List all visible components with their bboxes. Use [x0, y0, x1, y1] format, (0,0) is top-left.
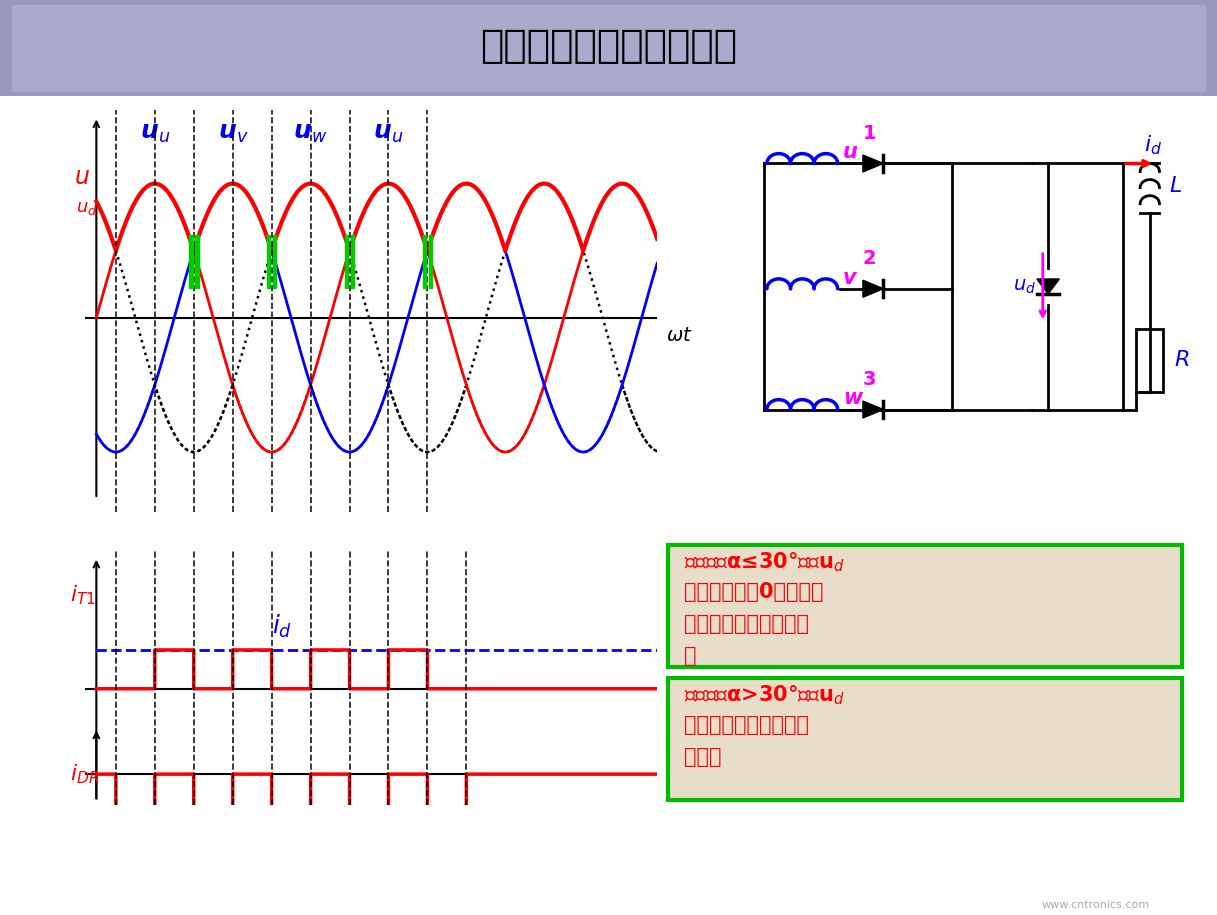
Text: u$_u$: u$_u$ [374, 121, 404, 145]
Text: $u_d$: $u_d$ [75, 199, 97, 217]
Text: $\omega t$: $\omega t$ [667, 689, 692, 708]
Text: w: w [843, 388, 862, 408]
Bar [267, 234, 270, 288]
Bar [344, 234, 348, 288]
Bar [422, 234, 426, 288]
Text: $i_{DR}$: $i_{DR}$ [71, 762, 100, 786]
Text: 流作用: 流作用 [684, 747, 722, 767]
Text: u$_u$: u$_u$ [140, 121, 170, 145]
Text: 断续，续流二极管起续: 断续，续流二极管起续 [684, 715, 809, 735]
Text: $u$: $u$ [74, 165, 90, 188]
Text: $\omega t$: $\omega t$ [667, 326, 692, 345]
Text: $u_d$: $u_d$ [1014, 277, 1037, 296]
Text: $R$: $R$ [1174, 350, 1189, 371]
Text: www.cntronics.com: www.cntronics.com [1042, 899, 1149, 910]
Text: 电感性负载加续流二极管: 电感性负载加续流二极管 [479, 27, 738, 65]
Text: 连续且均大于0，续流二: 连续且均大于0，续流二 [684, 582, 824, 602]
Text: 电阻负载α≤30°时，u$_d$: 电阻负载α≤30°时，u$_d$ [684, 551, 845, 574]
Text: v: v [843, 267, 857, 287]
Text: $i_d$: $i_d$ [1144, 134, 1162, 157]
Text: $L$: $L$ [1168, 176, 1182, 196]
FancyBboxPatch shape [668, 545, 1182, 667]
Text: u$_v$: u$_v$ [218, 121, 248, 145]
Text: 3: 3 [863, 370, 876, 389]
Text: $i_d$: $i_d$ [271, 613, 292, 640]
Text: 极管承受反压而不起作: 极管承受反压而不起作 [684, 614, 809, 634]
Text: 1: 1 [863, 124, 876, 143]
Text: 用: 用 [684, 646, 696, 666]
Bar [1137, 329, 1163, 392]
Bar [428, 234, 432, 288]
Polygon shape [863, 401, 884, 418]
Text: 2: 2 [863, 249, 876, 268]
Text: 电阻负载α>30°时，u$_d$: 电阻负载α>30°时，u$_d$ [684, 684, 845, 706]
FancyBboxPatch shape [668, 678, 1182, 800]
Bar [189, 234, 192, 288]
Bar [195, 234, 198, 288]
Text: u: u [843, 143, 858, 162]
Bar [350, 234, 354, 288]
Polygon shape [1037, 279, 1059, 294]
Polygon shape [863, 280, 884, 297]
Text: $i_{T1}$: $i_{T1}$ [71, 584, 96, 608]
Bar [273, 234, 276, 288]
Text: u$_w$: u$_w$ [293, 121, 327, 145]
Polygon shape [863, 155, 884, 172]
